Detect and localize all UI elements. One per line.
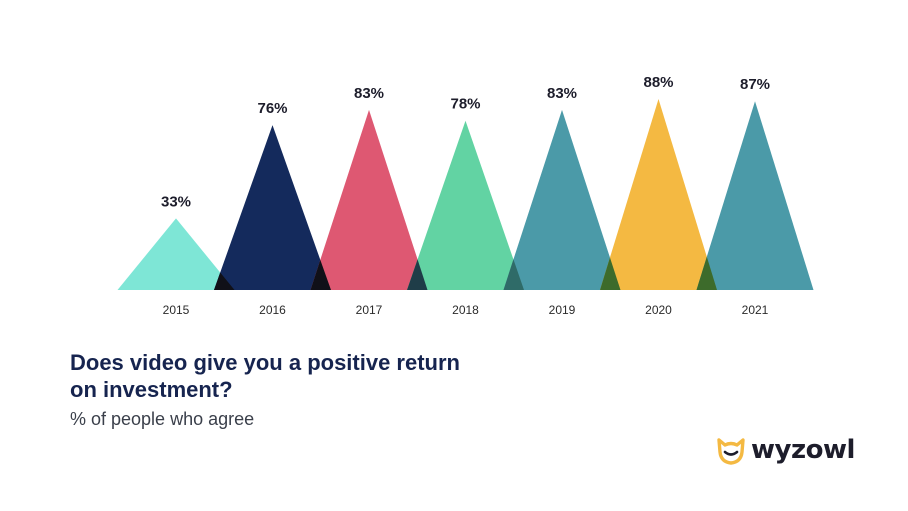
overlap-2017-2018 [407, 259, 428, 290]
overlap-2020-2021 [696, 256, 717, 290]
owl-icon [717, 438, 745, 465]
triangle-2021 [696, 101, 814, 291]
triangle-2018 [407, 120, 524, 291]
chart-subtitle: % of people who agree [70, 409, 255, 429]
brand-logo: wyzowl [715, 432, 855, 468]
value-label-2019: 83% [547, 85, 577, 102]
category-label-2015: 2015 [163, 303, 190, 317]
value-label-2017: 83% [354, 85, 384, 102]
value-label-2016: 76% [257, 100, 287, 117]
category-label-2021: 2021 [742, 303, 769, 317]
overlap-2015-2016 [214, 272, 235, 290]
category-label-2018: 2018 [452, 303, 479, 317]
category-label-2020: 2020 [645, 303, 672, 317]
label-layer: 33% 2015 76% 2016 83% 2017 78% 2018 83% 2019 88% 20… [161, 74, 770, 317]
category-label-2016: 2016 [259, 303, 286, 317]
triangle-2016 [214, 125, 331, 290]
brand-name: wyzowl [751, 435, 855, 465]
value-label-2015: 33% [161, 193, 191, 210]
triangle-2015 [117, 218, 235, 290]
roi-triangle-chart: 33% 2015 76% 2016 83% 2017 78% 2018 83% 2019 88% 20… [117, 74, 814, 317]
chart-title: Does video give you a positive return on… [70, 350, 460, 402]
overlap-2016-2017 [310, 259, 331, 290]
value-label-2021: 87% [740, 76, 770, 93]
overlap-2018-2019 [503, 259, 524, 290]
category-label-2019: 2019 [549, 303, 576, 317]
triangle-2019 [503, 109, 621, 290]
category-label-2017: 2017 [356, 303, 383, 317]
triangle-2017 [310, 109, 428, 290]
triangle-layer [117, 99, 814, 291]
value-label-2020: 88% [643, 74, 673, 91]
overlap-2019-2020 [600, 257, 621, 290]
triangle-2020 [600, 99, 717, 290]
value-label-2018: 78% [450, 96, 480, 113]
